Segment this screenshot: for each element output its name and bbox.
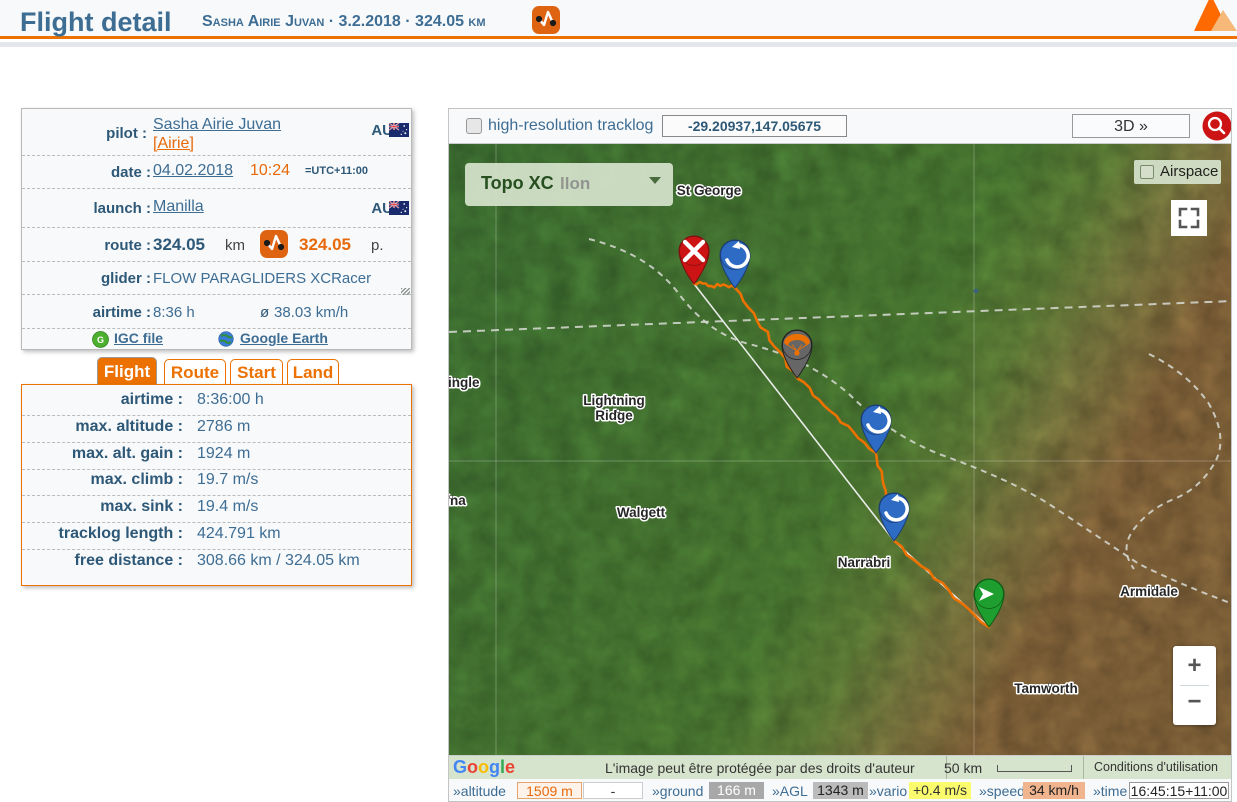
svg-text:Lightning: Lightning [583, 393, 644, 408]
svg-text:St George: St George [677, 183, 742, 198]
svg-text:Narrabri: Narrabri [838, 555, 891, 570]
svg-text:moringle: moringle [449, 375, 480, 390]
svg-text:Tamworth: Tamworth [1014, 681, 1078, 696]
svg-text:Walgett: Walgett [617, 505, 666, 520]
svg-text:Armidale: Armidale [1120, 584, 1178, 599]
svg-text:Ridge: Ridge [595, 408, 633, 423]
svg-text:G: G [97, 335, 104, 345]
